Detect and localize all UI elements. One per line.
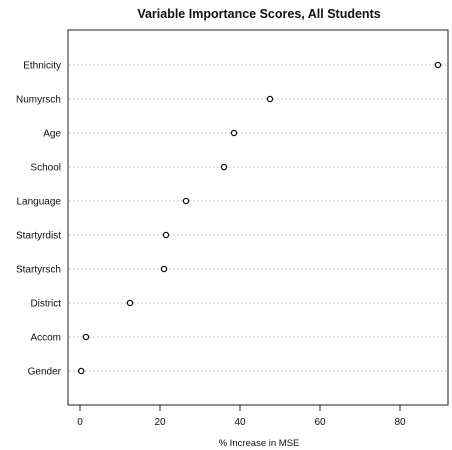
data-point-language: [182, 197, 190, 205]
x-tick-label-40: 40: [234, 417, 246, 428]
category-labels: Ethnicity Numyrsch Age School Language Starty…: [16, 61, 62, 378]
category-label-district: District: [30, 299, 61, 310]
x-axis-ticks: [79, 405, 401, 411]
category-label-numyrsch: Numyrsch: [16, 95, 61, 106]
category-label-age: Age: [43, 129, 61, 140]
category-label-school: School: [30, 163, 61, 174]
data-points: [77, 61, 442, 375]
data-point-numyrsch: [266, 95, 274, 103]
x-axis-label: % Increase in MSE: [219, 438, 300, 449]
chart-title: Variable Importance Scores, All Students: [137, 7, 380, 21]
plot-frame: [67, 29, 449, 406]
category-label-startyrdist: Startyrdist: [16, 231, 61, 242]
data-point-age: [230, 129, 238, 137]
category-label-startyrsch: Startyrsch: [16, 265, 61, 276]
category-label-language: Language: [17, 197, 62, 208]
data-point-school: [220, 163, 228, 171]
x-tick-label-60: 60: [314, 417, 326, 428]
category-label-gender: Gender: [28, 367, 62, 378]
data-point-startyrdist: [162, 231, 170, 239]
guide-lines: [69, 64, 447, 372]
category-label-accom: Accom: [30, 333, 61, 344]
x-tick-label-0: 0: [77, 417, 83, 428]
data-point-ethnicity: [434, 61, 442, 69]
data-point-district: [126, 299, 134, 307]
category-label-ethnicity: Ethnicity: [23, 61, 61, 72]
x-tick-label-20: 20: [154, 417, 166, 428]
data-point-gender: [77, 367, 85, 375]
x-axis-tick-labels: 0 20 40 60 80: [77, 417, 406, 428]
x-tick-label-80: 80: [394, 417, 406, 428]
data-point-accom: [82, 333, 90, 341]
data-point-startyrsch: [160, 265, 168, 273]
